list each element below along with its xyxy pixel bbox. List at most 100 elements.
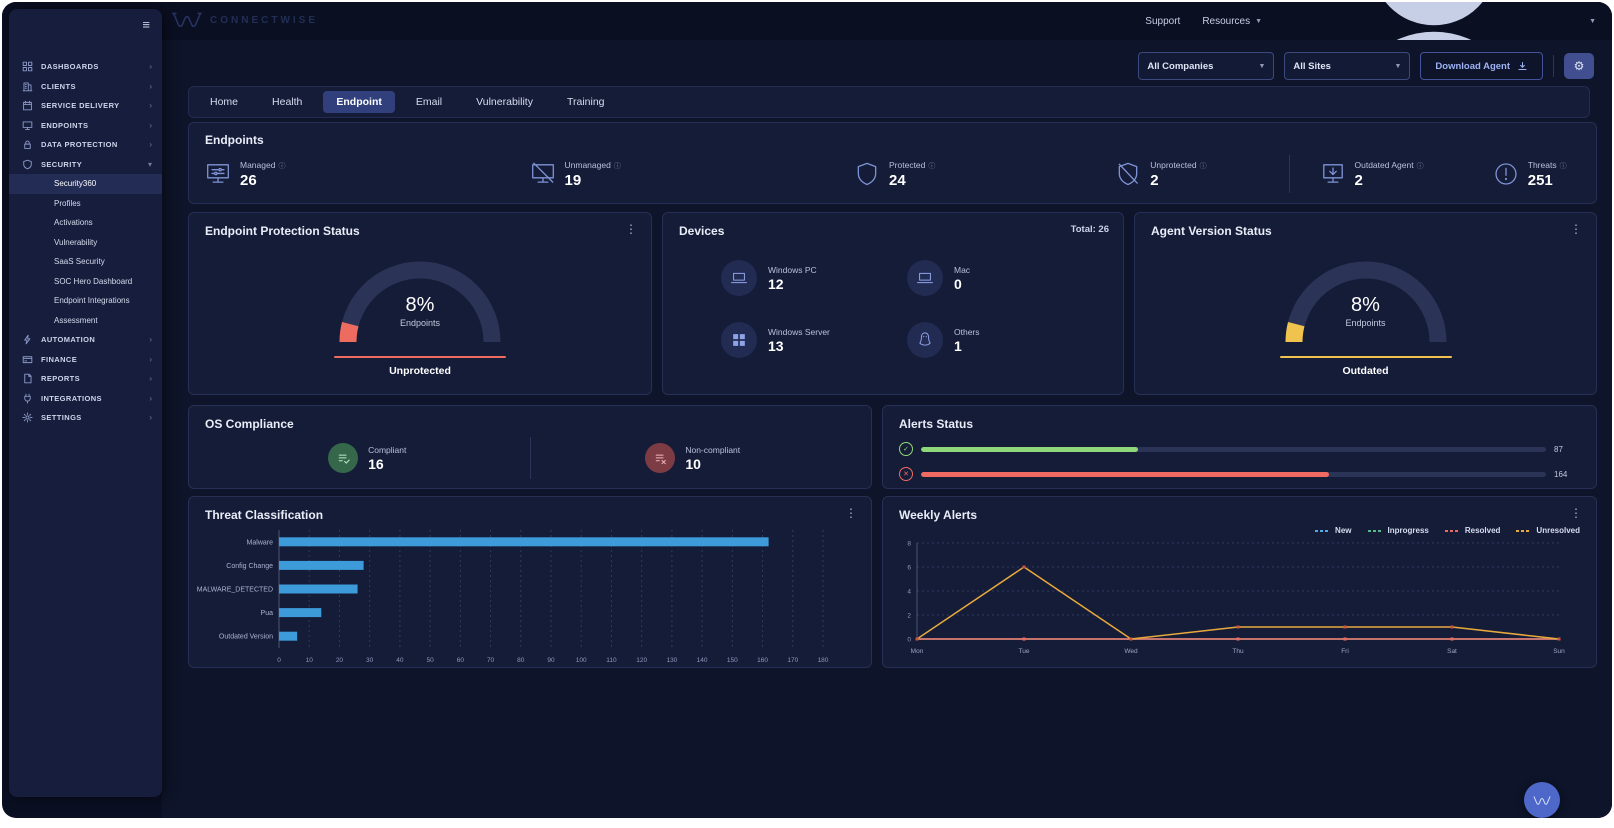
endpoints-summary-card: Endpoints Managed ⓘ 26 Unmanaged ⓘ 19 Prot…	[188, 122, 1597, 204]
sidebar-item-automation[interactable]: AUTOMATION ›	[9, 330, 162, 350]
stat-value: 19	[564, 171, 582, 189]
sidebar-item-settings[interactable]: SETTINGS ›	[9, 408, 162, 428]
compliant-icon	[335, 450, 352, 467]
legend-resolved[interactable]: Resolved	[1444, 526, 1500, 535]
info-icon[interactable]: ⓘ	[613, 162, 621, 170]
svg-text:Config Change: Config Change	[226, 563, 273, 570]
agent-center-label: Endpoints	[1345, 318, 1386, 328]
svg-text:Fri: Fri	[1341, 648, 1349, 655]
sidebar-item-label: SERVICE DELIVERY	[41, 101, 120, 111]
kebab-menu-icon[interactable]: ⋮	[1570, 506, 1582, 520]
sidebar-subitem-endpoint-integrations[interactable]: Endpoint Integrations	[54, 296, 130, 306]
sidebar-subitem-saas-security[interactable]: SaaS Security	[54, 257, 105, 267]
svg-text:Wed: Wed	[1124, 648, 1138, 655]
sidebar-item-label: SECURITY	[41, 159, 83, 169]
hamburger-menu-icon[interactable]: ≡	[142, 17, 150, 32]
info-icon[interactable]: ⓘ	[1559, 162, 1567, 170]
agent-settings-button[interactable]: ⚙	[1564, 53, 1594, 79]
dataprotection-icon	[22, 139, 33, 150]
chevron-down-icon: ▼	[1394, 62, 1402, 70]
sidebar-item-clients[interactable]: CLIENTS ›	[9, 77, 162, 97]
sidebar-subitem-vulnerability[interactable]: Vulnerability	[54, 237, 98, 247]
legend-unresolved[interactable]: Unresolved	[1516, 526, 1580, 535]
sidebar-item-dashboards[interactable]: DASHBOARDS ›	[9, 57, 162, 77]
service-icon	[22, 100, 33, 111]
info-icon[interactable]: ⓘ	[1199, 162, 1207, 170]
sidebar-item-data-protection[interactable]: DATA PROTECTION ›	[9, 135, 162, 155]
sidebar-subitem-activations[interactable]: Activations	[54, 218, 93, 228]
svg-text:40: 40	[396, 657, 404, 664]
info-icon[interactable]: ⓘ	[1416, 162, 1424, 170]
alert-bar-fill	[921, 471, 1330, 477]
protection-underline	[334, 356, 506, 358]
tab-home[interactable]: Home	[210, 96, 239, 108]
device-label: Windows Server	[768, 326, 830, 337]
tab-endpoint[interactable]: Endpoint	[323, 91, 395, 113]
sidebar-subitem-soc-hero-dashboard[interactable]: SOC Hero Dashboard	[54, 276, 133, 286]
support-link[interactable]: Support	[1145, 15, 1181, 27]
threats-icon	[1493, 161, 1519, 187]
stat-label: Protected ⓘ	[889, 159, 936, 170]
sidebar-subitem-security360[interactable]: Security360	[9, 174, 162, 194]
weekly-legend: New Inprogress Resolved Unresolved	[883, 522, 1596, 535]
svg-text:Pua: Pua	[261, 610, 274, 617]
tab-email[interactable]: Email	[415, 96, 443, 108]
info-icon[interactable]: ⓘ	[928, 162, 936, 170]
laptop-icon	[915, 268, 935, 288]
sidebar-item-finance[interactable]: FINANCE ›	[9, 350, 162, 370]
legend-new[interactable]: New	[1315, 526, 1352, 535]
protection-card-title: Endpoint Protection Status	[205, 224, 360, 238]
tab-vulnerability[interactable]: Vulnerability	[476, 96, 533, 108]
stat-value: 2	[1150, 171, 1159, 189]
tab-training[interactable]: Training	[566, 96, 605, 108]
stat-outdated-agent: Outdated Agent ⓘ 2	[1320, 160, 1493, 189]
stat-label: Unprotected ⓘ	[1150, 159, 1207, 170]
sidebar-item-security[interactable]: SECURITY ▾	[9, 155, 162, 175]
resources-label: Resources	[1202, 15, 1251, 27]
device-value: 13	[768, 337, 784, 354]
tab-health[interactable]: Health	[272, 96, 303, 108]
kebab-menu-icon[interactable]: ⋮	[845, 506, 857, 520]
resources-menu[interactable]: Resources ▼	[1202, 16, 1262, 27]
site-filter-select[interactable]: All Sites ▼	[1284, 52, 1411, 80]
kebab-menu-icon[interactable]: ⋮	[1570, 222, 1582, 236]
finance-icon	[22, 354, 33, 365]
sidebar-item-integrations[interactable]: INTEGRATIONS ›	[9, 389, 162, 409]
info-icon[interactable]: ⓘ	[278, 162, 286, 170]
device-windows-pc: Windows PC 12	[721, 260, 907, 296]
company-filter-select[interactable]: All Companies ▼	[1138, 52, 1275, 80]
kebab-menu-icon[interactable]: ⋮	[625, 222, 637, 236]
alert-bar-fill	[921, 446, 1138, 452]
svg-text:120: 120	[636, 657, 647, 664]
sidebar-item-reports[interactable]: REPORTS ›	[9, 369, 162, 389]
device-windows-server: Windows Server 13	[721, 322, 907, 358]
device-value: 12	[768, 275, 784, 292]
chevron-right-icon: ›	[149, 354, 152, 364]
legend-inprogress[interactable]: Inprogress	[1367, 526, 1429, 535]
reports-icon	[22, 373, 33, 384]
assistant-fab-button[interactable]	[1524, 782, 1560, 818]
sidebar-item-endpoints[interactable]: ENDPOINTS ›	[9, 116, 162, 136]
unprotected-icon	[1115, 161, 1141, 187]
device-value: 1	[954, 337, 962, 354]
download-agent-button[interactable]: Download Agent	[1420, 52, 1543, 80]
automation-icon	[22, 334, 33, 345]
alerts-card-title: Alerts Status	[899, 417, 974, 431]
sidebar-subitem-profiles[interactable]: Profiles	[54, 198, 81, 208]
agent-percent: 8%	[1351, 294, 1380, 316]
sidebar-subitem-assessment[interactable]: Assessment	[54, 315, 98, 325]
sidebar-item-label: SETTINGS	[41, 413, 82, 423]
chevron-right-icon: ›	[149, 393, 152, 403]
divider	[1288, 155, 1290, 193]
chevron-right-icon: ›	[149, 120, 152, 130]
agent-card-title: Agent Version Status	[1151, 224, 1272, 238]
sidebar-item-service-delivery[interactable]: SERVICE DELIVERY ›	[9, 96, 162, 116]
outdated-icon	[1320, 161, 1346, 187]
endpoint-protection-card: Endpoint Protection Status ⋮ 8% Endpoint…	[188, 212, 652, 395]
dashboards-icon	[22, 61, 33, 72]
svg-text:110: 110	[606, 657, 617, 664]
threat-classification-card: Threat Classification ⋮ 0 10 20 30 40 50 60 70 8…	[188, 496, 872, 668]
svg-text:30: 30	[366, 657, 374, 664]
chevron-right-icon: ›	[149, 374, 152, 384]
legend-label: Unresolved	[1536, 526, 1580, 535]
